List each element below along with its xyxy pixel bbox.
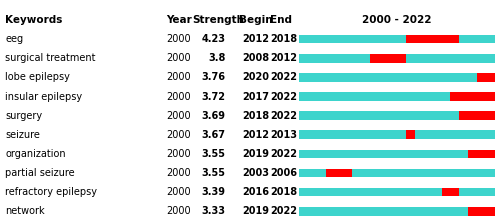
Text: insular epilepsy: insular epilepsy [5, 91, 82, 101]
Text: 2022: 2022 [270, 72, 297, 83]
Text: 2000: 2000 [166, 206, 192, 216]
Text: 2018: 2018 [242, 111, 270, 121]
Bar [406, 35, 460, 43]
Text: 3.33: 3.33 [202, 206, 226, 216]
Text: 2012: 2012 [242, 130, 270, 140]
Text: 2019: 2019 [242, 206, 270, 216]
Text: 2017: 2017 [242, 91, 270, 101]
Text: 2000: 2000 [166, 34, 192, 44]
Bar [468, 207, 495, 215]
Text: 2022: 2022 [270, 91, 297, 101]
Bar [326, 169, 352, 177]
Text: 2019: 2019 [242, 149, 270, 159]
Text: refractory epilepsy: refractory epilepsy [5, 187, 97, 197]
Text: lobe epilepsy: lobe epilepsy [5, 72, 70, 83]
Text: 2000: 2000 [166, 72, 192, 83]
Text: 2013: 2013 [270, 130, 297, 140]
Text: 2022: 2022 [270, 149, 297, 159]
Bar [450, 92, 495, 101]
Text: 3.69: 3.69 [202, 111, 226, 121]
Bar [299, 207, 495, 215]
Text: End: End [270, 15, 292, 25]
Text: 3.55: 3.55 [202, 168, 226, 178]
Text: seizure: seizure [5, 130, 40, 140]
Bar [406, 130, 415, 139]
Text: 2016: 2016 [242, 187, 270, 197]
Text: 2000: 2000 [166, 91, 192, 101]
Bar [299, 73, 495, 82]
Bar [299, 111, 495, 120]
Text: eeg: eeg [5, 34, 23, 44]
Text: 3.76: 3.76 [202, 72, 226, 83]
Text: 3.39: 3.39 [202, 187, 226, 197]
Text: 2020: 2020 [242, 72, 270, 83]
Text: 3.8: 3.8 [208, 53, 226, 63]
Text: Year: Year [166, 15, 192, 25]
Text: 2000: 2000 [166, 149, 192, 159]
Text: 3.72: 3.72 [202, 91, 226, 101]
Bar [299, 130, 495, 139]
Text: surgery: surgery [5, 111, 42, 121]
Text: 2012: 2012 [270, 53, 297, 63]
Text: partial seizure: partial seizure [5, 168, 74, 178]
Text: 2003: 2003 [242, 168, 270, 178]
Text: 2000: 2000 [166, 111, 192, 121]
Text: surgical treatment: surgical treatment [5, 53, 96, 63]
Text: 2000 - 2022: 2000 - 2022 [362, 15, 432, 25]
Bar [468, 150, 495, 158]
Text: 2022: 2022 [270, 206, 297, 216]
Text: 2022: 2022 [270, 111, 297, 121]
Text: 3.67: 3.67 [202, 130, 226, 140]
Text: 2008: 2008 [242, 53, 270, 63]
Text: Begin: Begin [239, 15, 272, 25]
Text: 4.23: 4.23 [202, 34, 226, 44]
Text: 2018: 2018 [270, 34, 297, 44]
Text: 2000: 2000 [166, 187, 192, 197]
Bar [442, 188, 460, 196]
Text: 2012: 2012 [242, 34, 270, 44]
Text: 2000: 2000 [166, 53, 192, 63]
Text: network: network [5, 206, 44, 216]
Bar [299, 169, 495, 177]
Text: organization: organization [5, 149, 66, 159]
Text: 3.55: 3.55 [202, 149, 226, 159]
Bar [299, 92, 495, 101]
Text: 2000: 2000 [166, 168, 192, 178]
Text: Strength: Strength [192, 15, 244, 25]
Bar [477, 73, 495, 82]
Bar [299, 150, 495, 158]
Text: 2018: 2018 [270, 187, 297, 197]
Text: 2000: 2000 [166, 130, 192, 140]
Text: 2006: 2006 [270, 168, 297, 178]
Bar [370, 54, 406, 63]
Bar [299, 35, 495, 43]
Bar [460, 111, 495, 120]
Text: Keywords: Keywords [5, 15, 62, 25]
Bar [299, 188, 495, 196]
Bar [299, 54, 495, 63]
